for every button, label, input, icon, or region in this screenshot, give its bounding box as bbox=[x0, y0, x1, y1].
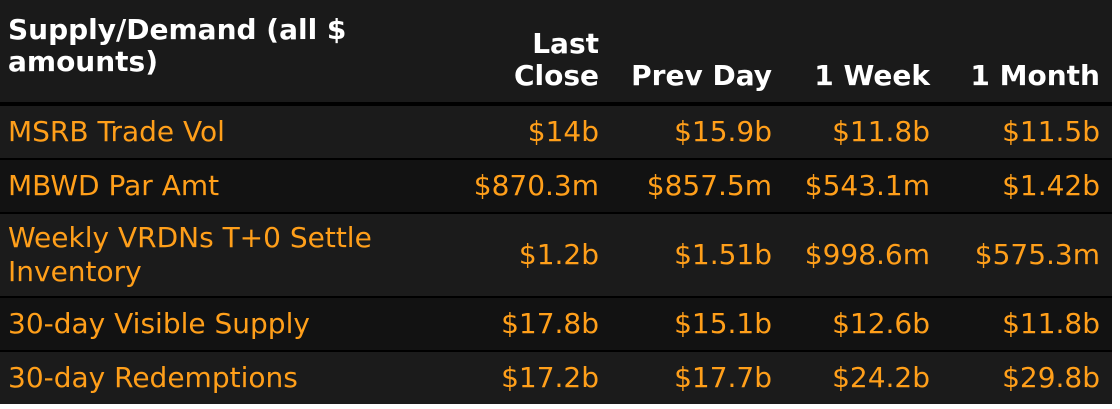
cell-prev-day: $1.51b bbox=[611, 212, 784, 296]
row-label: 30-day Visible Supply bbox=[0, 296, 437, 350]
row-label: MBWD Par Amt bbox=[0, 158, 437, 212]
cell-1-week: $12.6b bbox=[784, 296, 942, 350]
cell-last-close: $17.2b bbox=[437, 350, 611, 404]
column-header-last-close: Last Close bbox=[437, 0, 611, 104]
cell-1-week: $11.8b bbox=[784, 104, 942, 158]
column-header-label: Supply/Demand (all $ amounts) bbox=[0, 0, 437, 104]
cell-1-month: $575.3m bbox=[942, 212, 1112, 296]
header-row: Supply/Demand (all $ amounts) Last Close… bbox=[0, 0, 1112, 104]
cell-1-month: $1.42b bbox=[942, 158, 1112, 212]
row-label: Weekly VRDNs T+0 Settle Inventory bbox=[0, 212, 437, 296]
column-header-prev-day: Prev Day bbox=[611, 0, 784, 104]
column-header-1-week: 1 Week bbox=[784, 0, 942, 104]
cell-last-close: $14b bbox=[437, 104, 611, 158]
cell-1-month: $29.8b bbox=[942, 350, 1112, 404]
cell-1-month: $11.8b bbox=[942, 296, 1112, 350]
cell-1-week: $24.2b bbox=[784, 350, 942, 404]
cell-prev-day: $15.9b bbox=[611, 104, 784, 158]
table-row-mbwd-par-amt: MBWD Par Amt $870.3m $857.5m $543.1m $1.… bbox=[0, 158, 1112, 212]
cell-prev-day: $15.1b bbox=[611, 296, 784, 350]
cell-last-close: $1.2b bbox=[437, 212, 611, 296]
cell-prev-day: $17.7b bbox=[611, 350, 784, 404]
row-label: 30-day Redemptions bbox=[0, 350, 437, 404]
table-row-msrb-trade-vol: MSRB Trade Vol $14b $15.9b $11.8b $11.5b bbox=[0, 104, 1112, 158]
cell-prev-day: $857.5m bbox=[611, 158, 784, 212]
cell-last-close: $17.8b bbox=[437, 296, 611, 350]
table-row-30-day-visible-supply: 30-day Visible Supply $17.8b $15.1b $12.… bbox=[0, 296, 1112, 350]
table-row-weekly-vrdns: Weekly VRDNs T+0 Settle Inventory $1.2b … bbox=[0, 212, 1112, 296]
cell-1-week: $998.6m bbox=[784, 212, 942, 296]
row-label: MSRB Trade Vol bbox=[0, 104, 437, 158]
table-row-30-day-redemptions: 30-day Redemptions $17.2b $17.7b $24.2b … bbox=[0, 350, 1112, 404]
cell-1-week: $543.1m bbox=[784, 158, 942, 212]
column-header-1-month: 1 Month bbox=[942, 0, 1112, 104]
cell-1-month: $11.5b bbox=[942, 104, 1112, 158]
cell-last-close: $870.3m bbox=[437, 158, 611, 212]
